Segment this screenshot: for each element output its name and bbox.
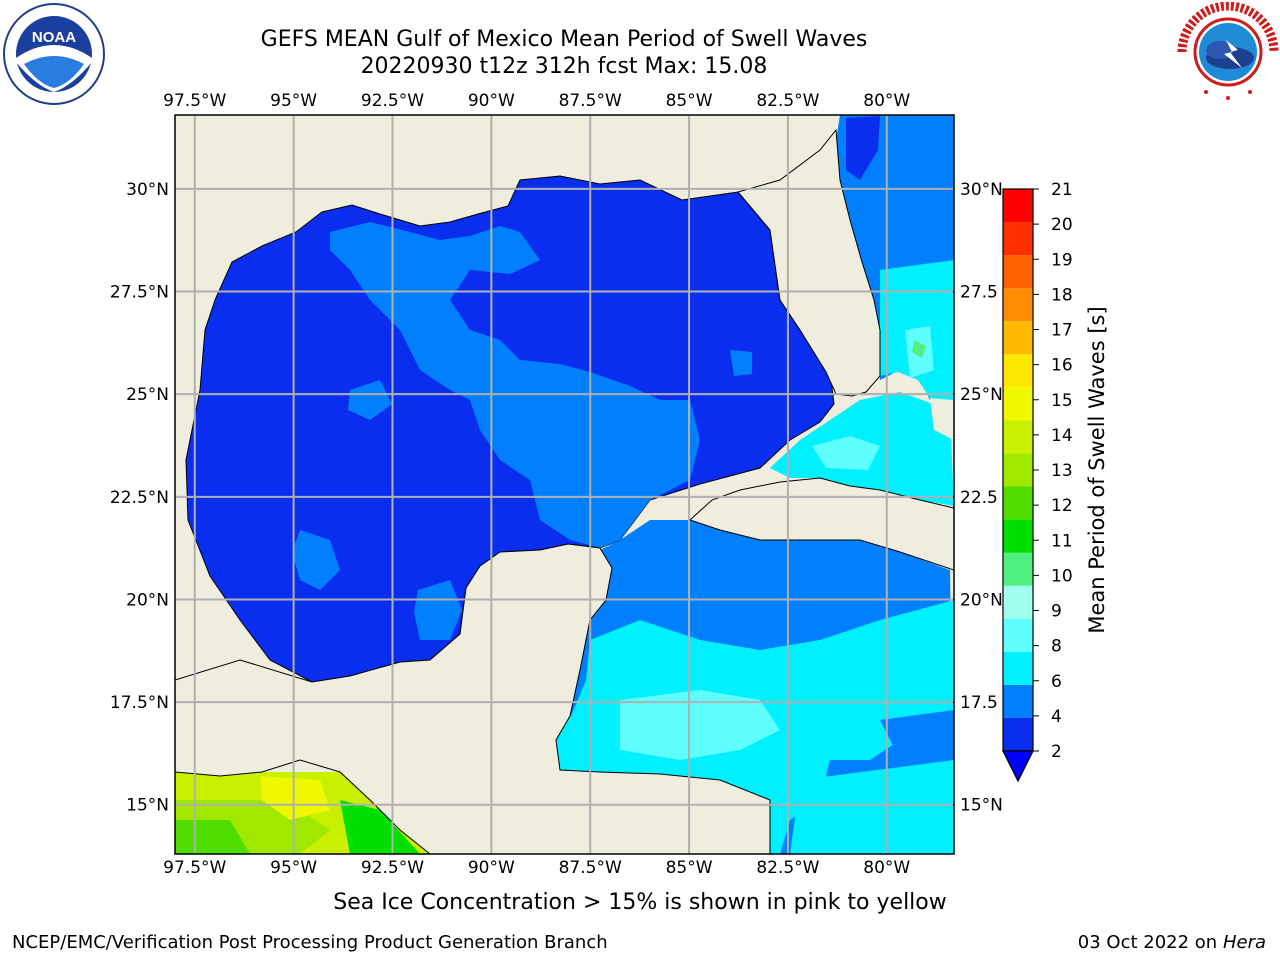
footer-date: 03 Oct 2022 on Hera	[1078, 932, 1266, 953]
map-frame	[174, 114, 955, 855]
colorbar-tick-label: 13	[1051, 461, 1073, 481]
lon-tick-label: 92.5°W	[361, 91, 424, 111]
colorbar-swatch	[1003, 354, 1033, 388]
colorbar-under-arrow	[1002, 750, 1034, 783]
colorbar-swatch	[1003, 255, 1033, 289]
colorbar-tick-label: 4	[1051, 707, 1062, 727]
colorbar-swatch	[1003, 420, 1033, 454]
colorbar-swatch	[1003, 387, 1033, 421]
footer-date-text: 03 Oct 2022 on	[1077, 932, 1223, 953]
pacific-swell-patch	[175, 820, 250, 854]
lat-tick-label: 25°N	[960, 385, 1003, 405]
caribbean-swell-patch	[790, 760, 954, 854]
gulf-swell-patch	[292, 530, 340, 590]
lat-tick-label: 30°N	[126, 180, 169, 200]
colorbar-tick-label: 11	[1051, 531, 1073, 551]
lat-tick-label: 30°N	[960, 180, 1003, 200]
colorbar-swatch	[1003, 618, 1033, 652]
lon-tick-label: 87.5°W	[559, 858, 622, 878]
colorbar-tick-label: 16	[1051, 356, 1073, 376]
colorbar-label: Mean Period of Swell Waves [s]	[1085, 306, 1109, 634]
colorbar: 2 4 6 8 9 10 11 12 13 14 15 16 17 18 19 20 21	[1002, 180, 1073, 783]
colorbar-tick-label: 2	[1051, 742, 1062, 762]
lon-tick-label: 90°W	[468, 858, 515, 878]
lon-tick-label: 80°W	[863, 858, 910, 878]
colorbar-swatch	[1003, 585, 1033, 619]
lat-tick-label: 17.5	[960, 693, 998, 713]
nws-logo-icon	[1177, 2, 1279, 100]
map-grid: 97.5°W 97.5°W 95°W 95°W 92.5°W 92.5°W 90°W 90°W…	[110, 91, 1003, 878]
lon-tick-label: 85°W	[666, 858, 713, 878]
caribbean-swell-patch	[880, 710, 954, 760]
atlantic-swell-patch	[912, 340, 926, 358]
colorbar-tick-label: 10	[1051, 566, 1073, 586]
colorbar-tick-label: 12	[1051, 496, 1073, 516]
lat-tick-label: 20°N	[126, 590, 169, 610]
gulf-swell-band	[330, 222, 700, 548]
gulf-swell-patch	[348, 380, 392, 420]
svg-text:NOAA: NOAA	[32, 29, 76, 46]
lat-tick-label: 17.5°N	[110, 693, 169, 713]
bahamas-land	[930, 398, 954, 440]
yucatan-land	[175, 543, 771, 854]
florida-land	[737, 128, 881, 397]
lon-tick-label: 85°W	[666, 91, 713, 111]
atlantic-swell-patch	[846, 116, 880, 180]
colorbar-tick-label: 14	[1051, 426, 1073, 446]
noaa-logo-icon: NOAA	[3, 3, 105, 105]
caribbean-swell-patch	[620, 690, 780, 760]
lon-tick-label: 95°W	[270, 91, 317, 111]
colorbar-swatch	[1003, 486, 1033, 520]
colorbar-swatch	[1003, 519, 1033, 553]
footer-credit: NCEP/EMC/Verification Post Processing Pr…	[12, 932, 608, 953]
gulf-swell-patch	[730, 350, 752, 376]
colorbar-swatch	[1003, 189, 1033, 223]
colorbar-swatch	[1003, 651, 1033, 685]
colorbar-swatch	[1003, 717, 1033, 751]
lat-tick-label: 27.5°N	[110, 283, 169, 303]
colorbar-tick-label: 8	[1051, 637, 1062, 657]
lat-tick-label: 15°N	[960, 796, 1003, 816]
map-title: GEFS MEAN Gulf of Mexico Mean Period of …	[260, 27, 868, 52]
pacific-swell-patch	[260, 776, 330, 820]
colorbar-tick-label: 18	[1051, 285, 1073, 305]
sea-ice-note: Sea Ice Concentration > 15% is shown in …	[333, 890, 947, 915]
lat-tick-label: 20°N	[960, 590, 1003, 610]
lat-tick-label: 25°N	[126, 385, 169, 405]
lon-tick-label: 90°W	[468, 91, 515, 111]
colorbar-swatch	[1003, 321, 1033, 355]
lon-tick-label: 95°W	[270, 858, 317, 878]
lat-tick-label: 27.5	[960, 283, 998, 303]
colorbar-tick-label: 6	[1051, 672, 1062, 692]
colorbar-swatch	[1003, 684, 1033, 718]
colorbar-tick-label: 21	[1051, 180, 1073, 200]
colorbar-tick-label: 17	[1051, 321, 1073, 341]
straits-swell-patch	[812, 436, 880, 470]
map-subtitle: 20220930 t12z 312h fcst Max: 15.08	[360, 54, 768, 79]
colorbar-swatch	[1003, 222, 1033, 256]
colorbar-swatch	[1003, 453, 1033, 487]
colorbar-tick-label: 9	[1051, 602, 1062, 622]
lon-tick-label: 80°W	[863, 91, 910, 111]
footer-host: Hera	[1222, 932, 1266, 953]
lon-tick-label: 97.5°W	[163, 91, 226, 111]
pacific-swell-patch	[340, 800, 420, 854]
colorbar-tick-label: 15	[1051, 391, 1073, 411]
colorbar-swatch	[1003, 288, 1033, 322]
lon-tick-label: 97.5°W	[163, 858, 226, 878]
colorbar-swatch	[1003, 552, 1033, 586]
gulf-swell-patch	[414, 580, 462, 640]
lon-tick-label: 87.5°W	[559, 91, 622, 111]
lon-tick-label: 92.5°W	[361, 858, 424, 878]
colorbar-tick-label: 19	[1051, 250, 1073, 270]
cuba-land	[689, 477, 954, 571]
lon-tick-label: 82.5°W	[756, 858, 819, 878]
lat-tick-label: 22.5°N	[110, 488, 169, 508]
lon-tick-label: 82.5°W	[756, 91, 819, 111]
lat-tick-label: 15°N	[126, 796, 169, 816]
colorbar-tick-label: 20	[1051, 215, 1073, 235]
lat-tick-label: 22.5	[960, 488, 998, 508]
